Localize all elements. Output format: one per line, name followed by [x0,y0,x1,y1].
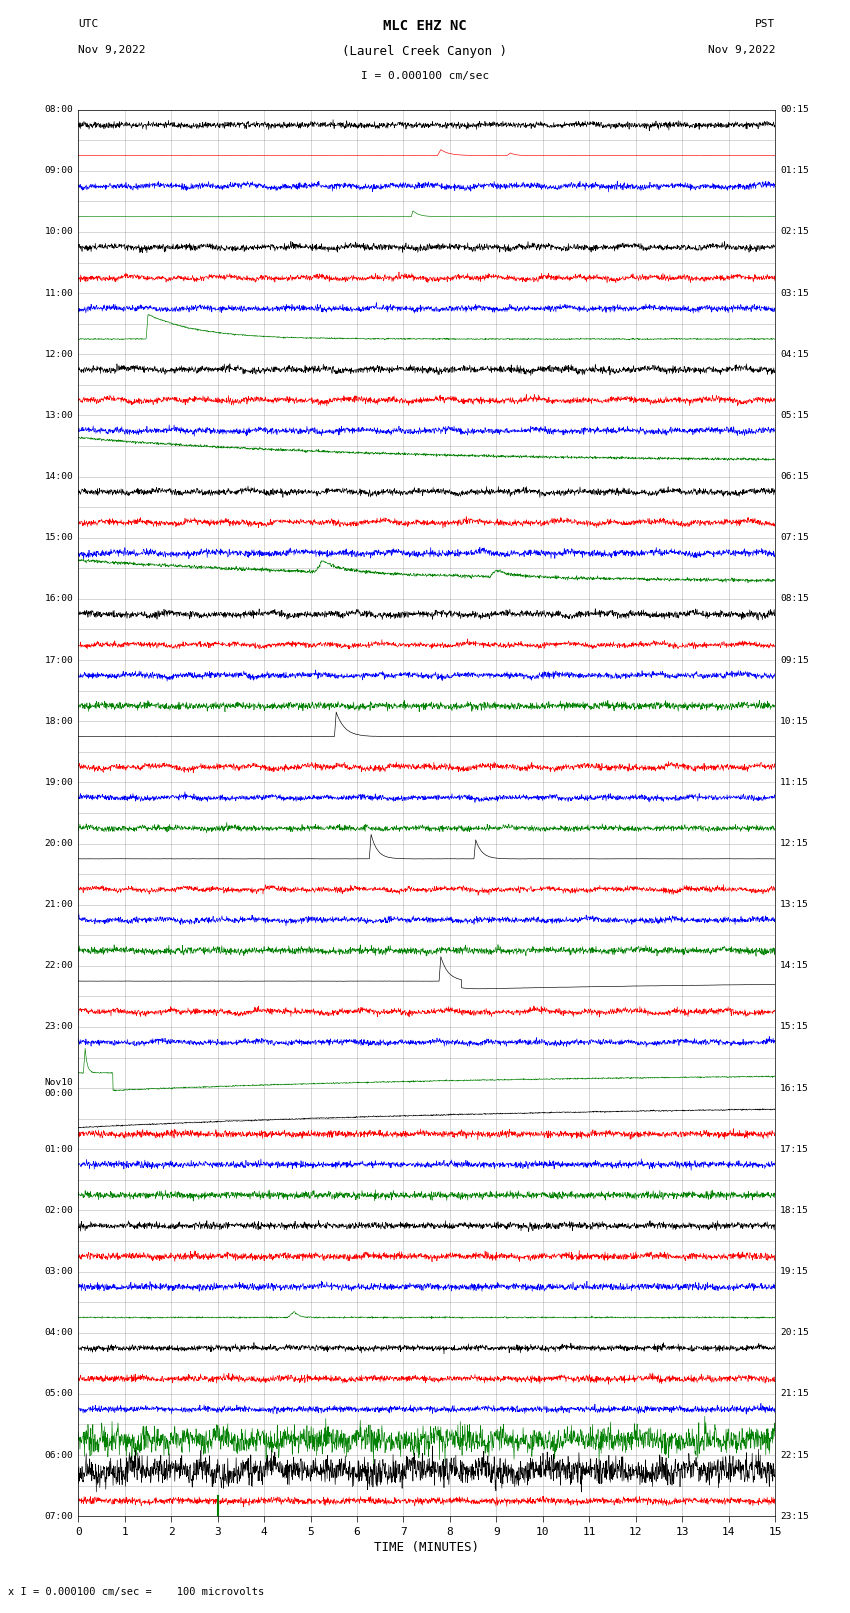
Text: Nov10
00:00: Nov10 00:00 [44,1079,73,1098]
Text: 17:00: 17:00 [44,655,73,665]
Text: 06:15: 06:15 [780,473,809,481]
Text: x I = 0.000100 cm/sec =    100 microvolts: x I = 0.000100 cm/sec = 100 microvolts [8,1587,264,1597]
Text: 07:00: 07:00 [44,1511,73,1521]
Text: 04:15: 04:15 [780,350,809,358]
Text: 10:15: 10:15 [780,716,809,726]
Text: 23:00: 23:00 [44,1023,73,1031]
Text: 09:15: 09:15 [780,655,809,665]
Text: 03:00: 03:00 [44,1268,73,1276]
Text: I = 0.000100 cm/sec: I = 0.000100 cm/sec [361,71,489,81]
Text: 21:00: 21:00 [44,900,73,910]
Text: 18:00: 18:00 [44,716,73,726]
Text: MLC EHZ NC: MLC EHZ NC [383,19,467,34]
Text: 19:00: 19:00 [44,777,73,787]
Text: PST: PST [755,19,775,29]
Text: 03:15: 03:15 [780,289,809,298]
Text: 05:15: 05:15 [780,411,809,419]
X-axis label: TIME (MINUTES): TIME (MINUTES) [374,1540,479,1553]
Text: 16:00: 16:00 [44,595,73,603]
Text: 02:15: 02:15 [780,227,809,237]
Text: 15:15: 15:15 [780,1023,809,1031]
Text: 11:15: 11:15 [780,777,809,787]
Text: 13:15: 13:15 [780,900,809,910]
Text: UTC: UTC [78,19,99,29]
Text: 11:00: 11:00 [44,289,73,298]
Text: 14:00: 14:00 [44,473,73,481]
Text: 09:00: 09:00 [44,166,73,176]
Text: 22:00: 22:00 [44,961,73,971]
Text: 22:15: 22:15 [780,1450,809,1460]
Text: 04:00: 04:00 [44,1327,73,1337]
Text: 08:00: 08:00 [44,105,73,115]
Text: 12:00: 12:00 [44,350,73,358]
Text: 20:15: 20:15 [780,1327,809,1337]
Text: 18:15: 18:15 [780,1207,809,1215]
Text: 02:00: 02:00 [44,1207,73,1215]
Text: 08:15: 08:15 [780,595,809,603]
Text: 06:00: 06:00 [44,1450,73,1460]
Text: 19:15: 19:15 [780,1268,809,1276]
Text: 16:15: 16:15 [780,1084,809,1092]
Text: 07:15: 07:15 [780,534,809,542]
Text: 13:00: 13:00 [44,411,73,419]
Text: Nov 9,2022: Nov 9,2022 [708,45,775,55]
Text: 23:15: 23:15 [780,1511,809,1521]
Text: 20:00: 20:00 [44,839,73,848]
Text: 10:00: 10:00 [44,227,73,237]
Text: (Laurel Creek Canyon ): (Laurel Creek Canyon ) [343,45,507,58]
Text: 15:00: 15:00 [44,534,73,542]
Text: 01:15: 01:15 [780,166,809,176]
Text: 05:00: 05:00 [44,1389,73,1398]
Text: Nov 9,2022: Nov 9,2022 [78,45,145,55]
Text: 17:15: 17:15 [780,1145,809,1153]
Text: 21:15: 21:15 [780,1389,809,1398]
Text: 01:00: 01:00 [44,1145,73,1153]
Text: 00:15: 00:15 [780,105,809,115]
Text: 14:15: 14:15 [780,961,809,971]
Text: 12:15: 12:15 [780,839,809,848]
